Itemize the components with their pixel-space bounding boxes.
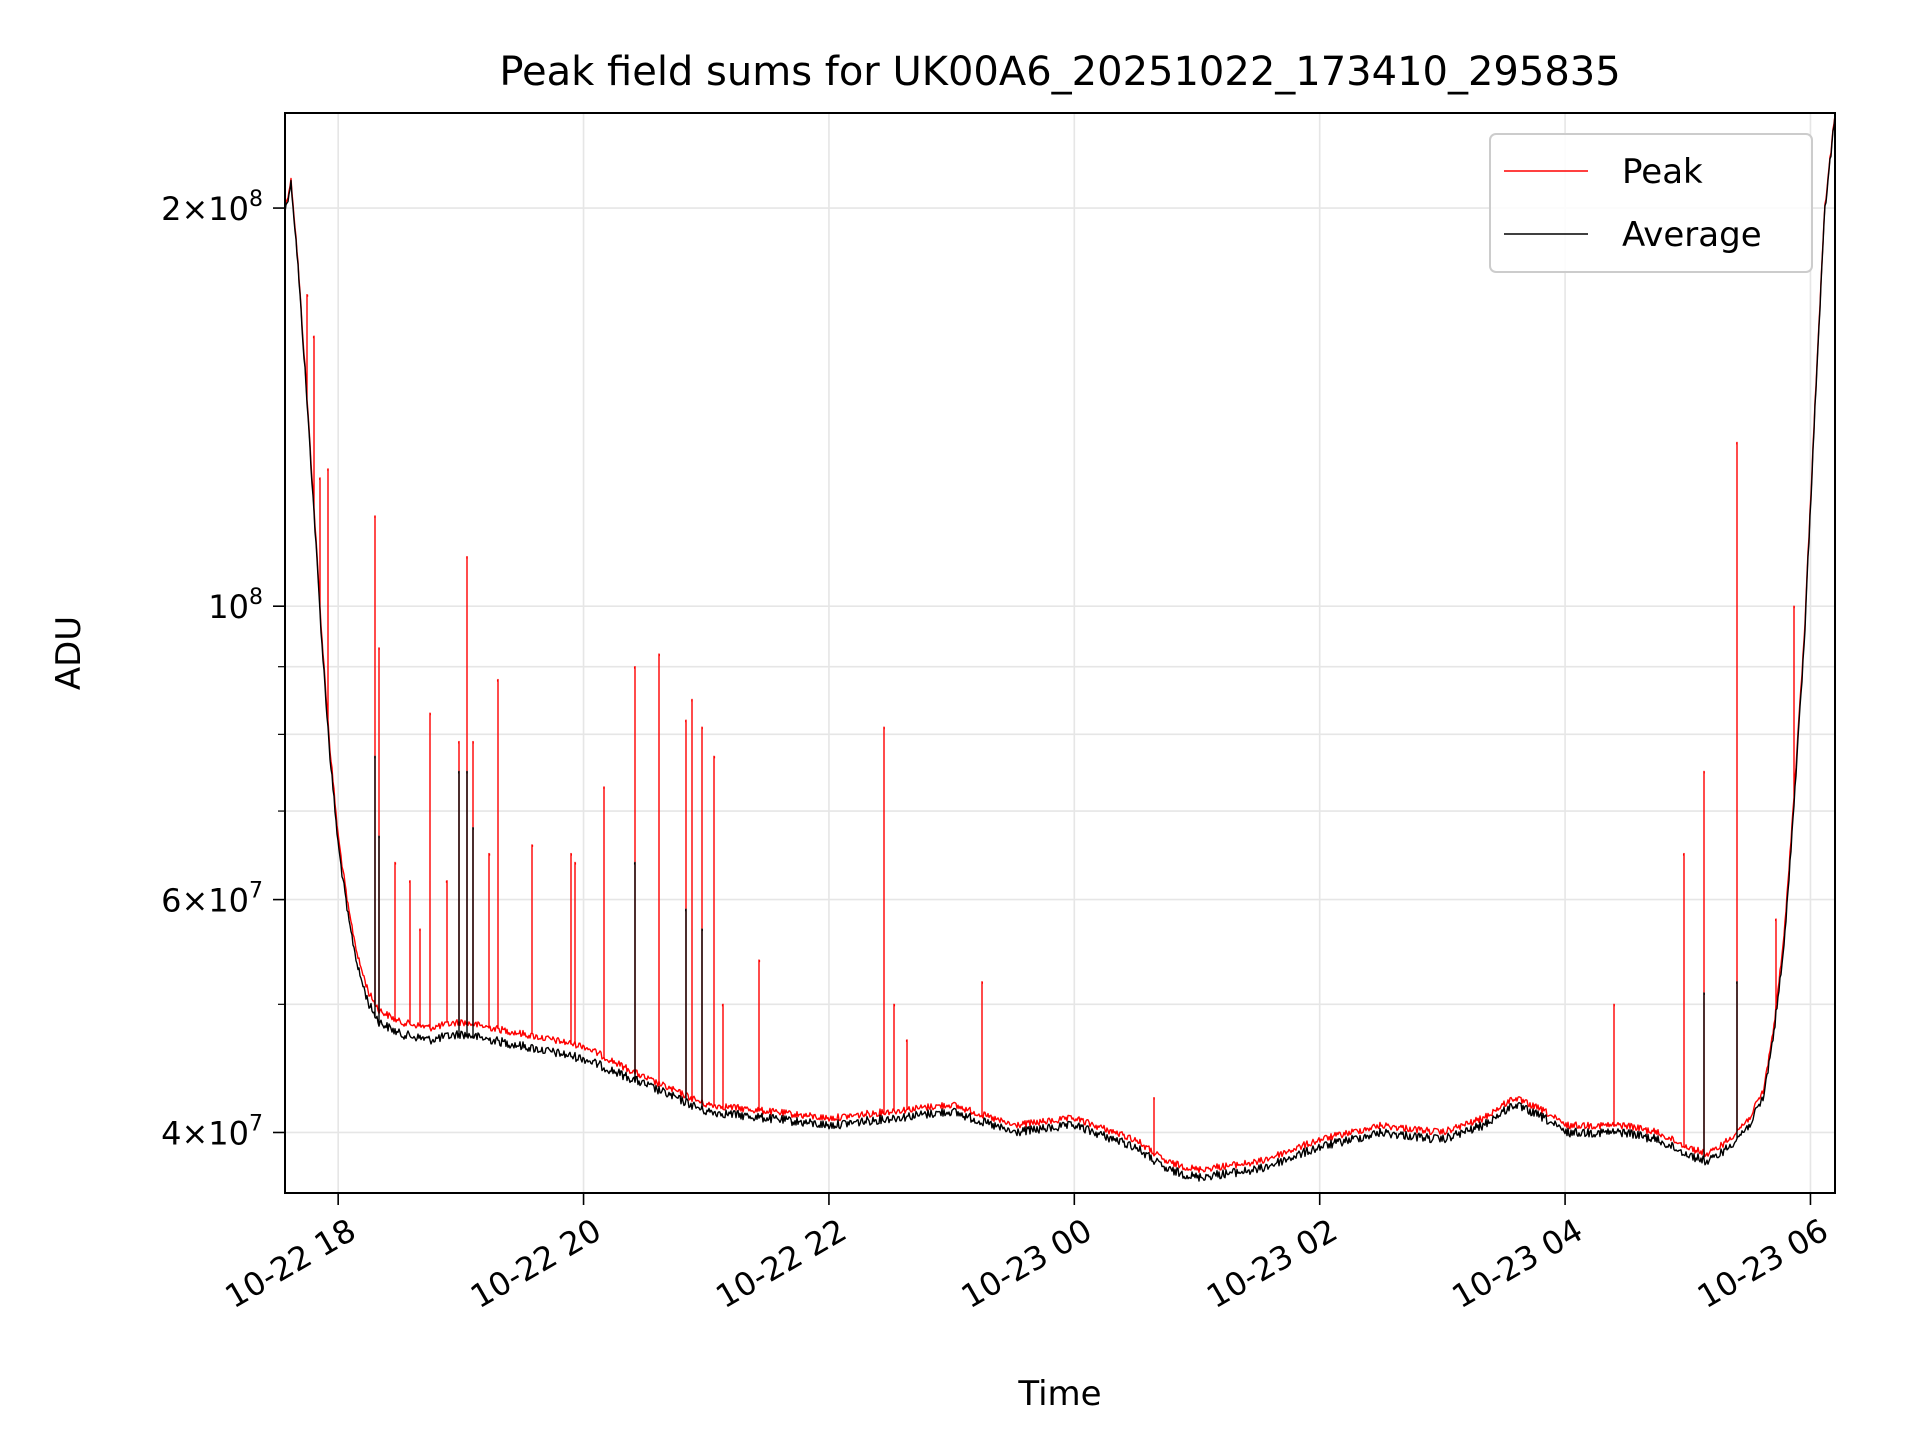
chart-title: Peak field sums for UK00A6_20251022_1734…	[499, 49, 1620, 95]
legend-average-label: Average	[1622, 215, 1762, 255]
legend: Peak Average	[1489, 133, 1813, 273]
series-layer	[284, 114, 1836, 1182]
plot-frame	[284, 112, 1836, 1194]
series-line-peak	[284, 114, 1836, 1174]
y-tick-label: 2×108	[161, 187, 263, 228]
series-line-average	[284, 114, 1836, 1182]
y-axis-label: ADU	[49, 616, 89, 690]
y-tick-label: 4×107	[161, 1111, 263, 1152]
series-average	[284, 114, 1836, 1182]
legend-box	[1489, 133, 1813, 273]
y-tick-label: 6×107	[161, 879, 263, 920]
legend-peak-label: Peak	[1622, 152, 1703, 192]
series-peak	[284, 114, 1836, 1174]
grid	[285, 113, 1835, 1193]
x-axis-label: Time	[1017, 1374, 1101, 1414]
